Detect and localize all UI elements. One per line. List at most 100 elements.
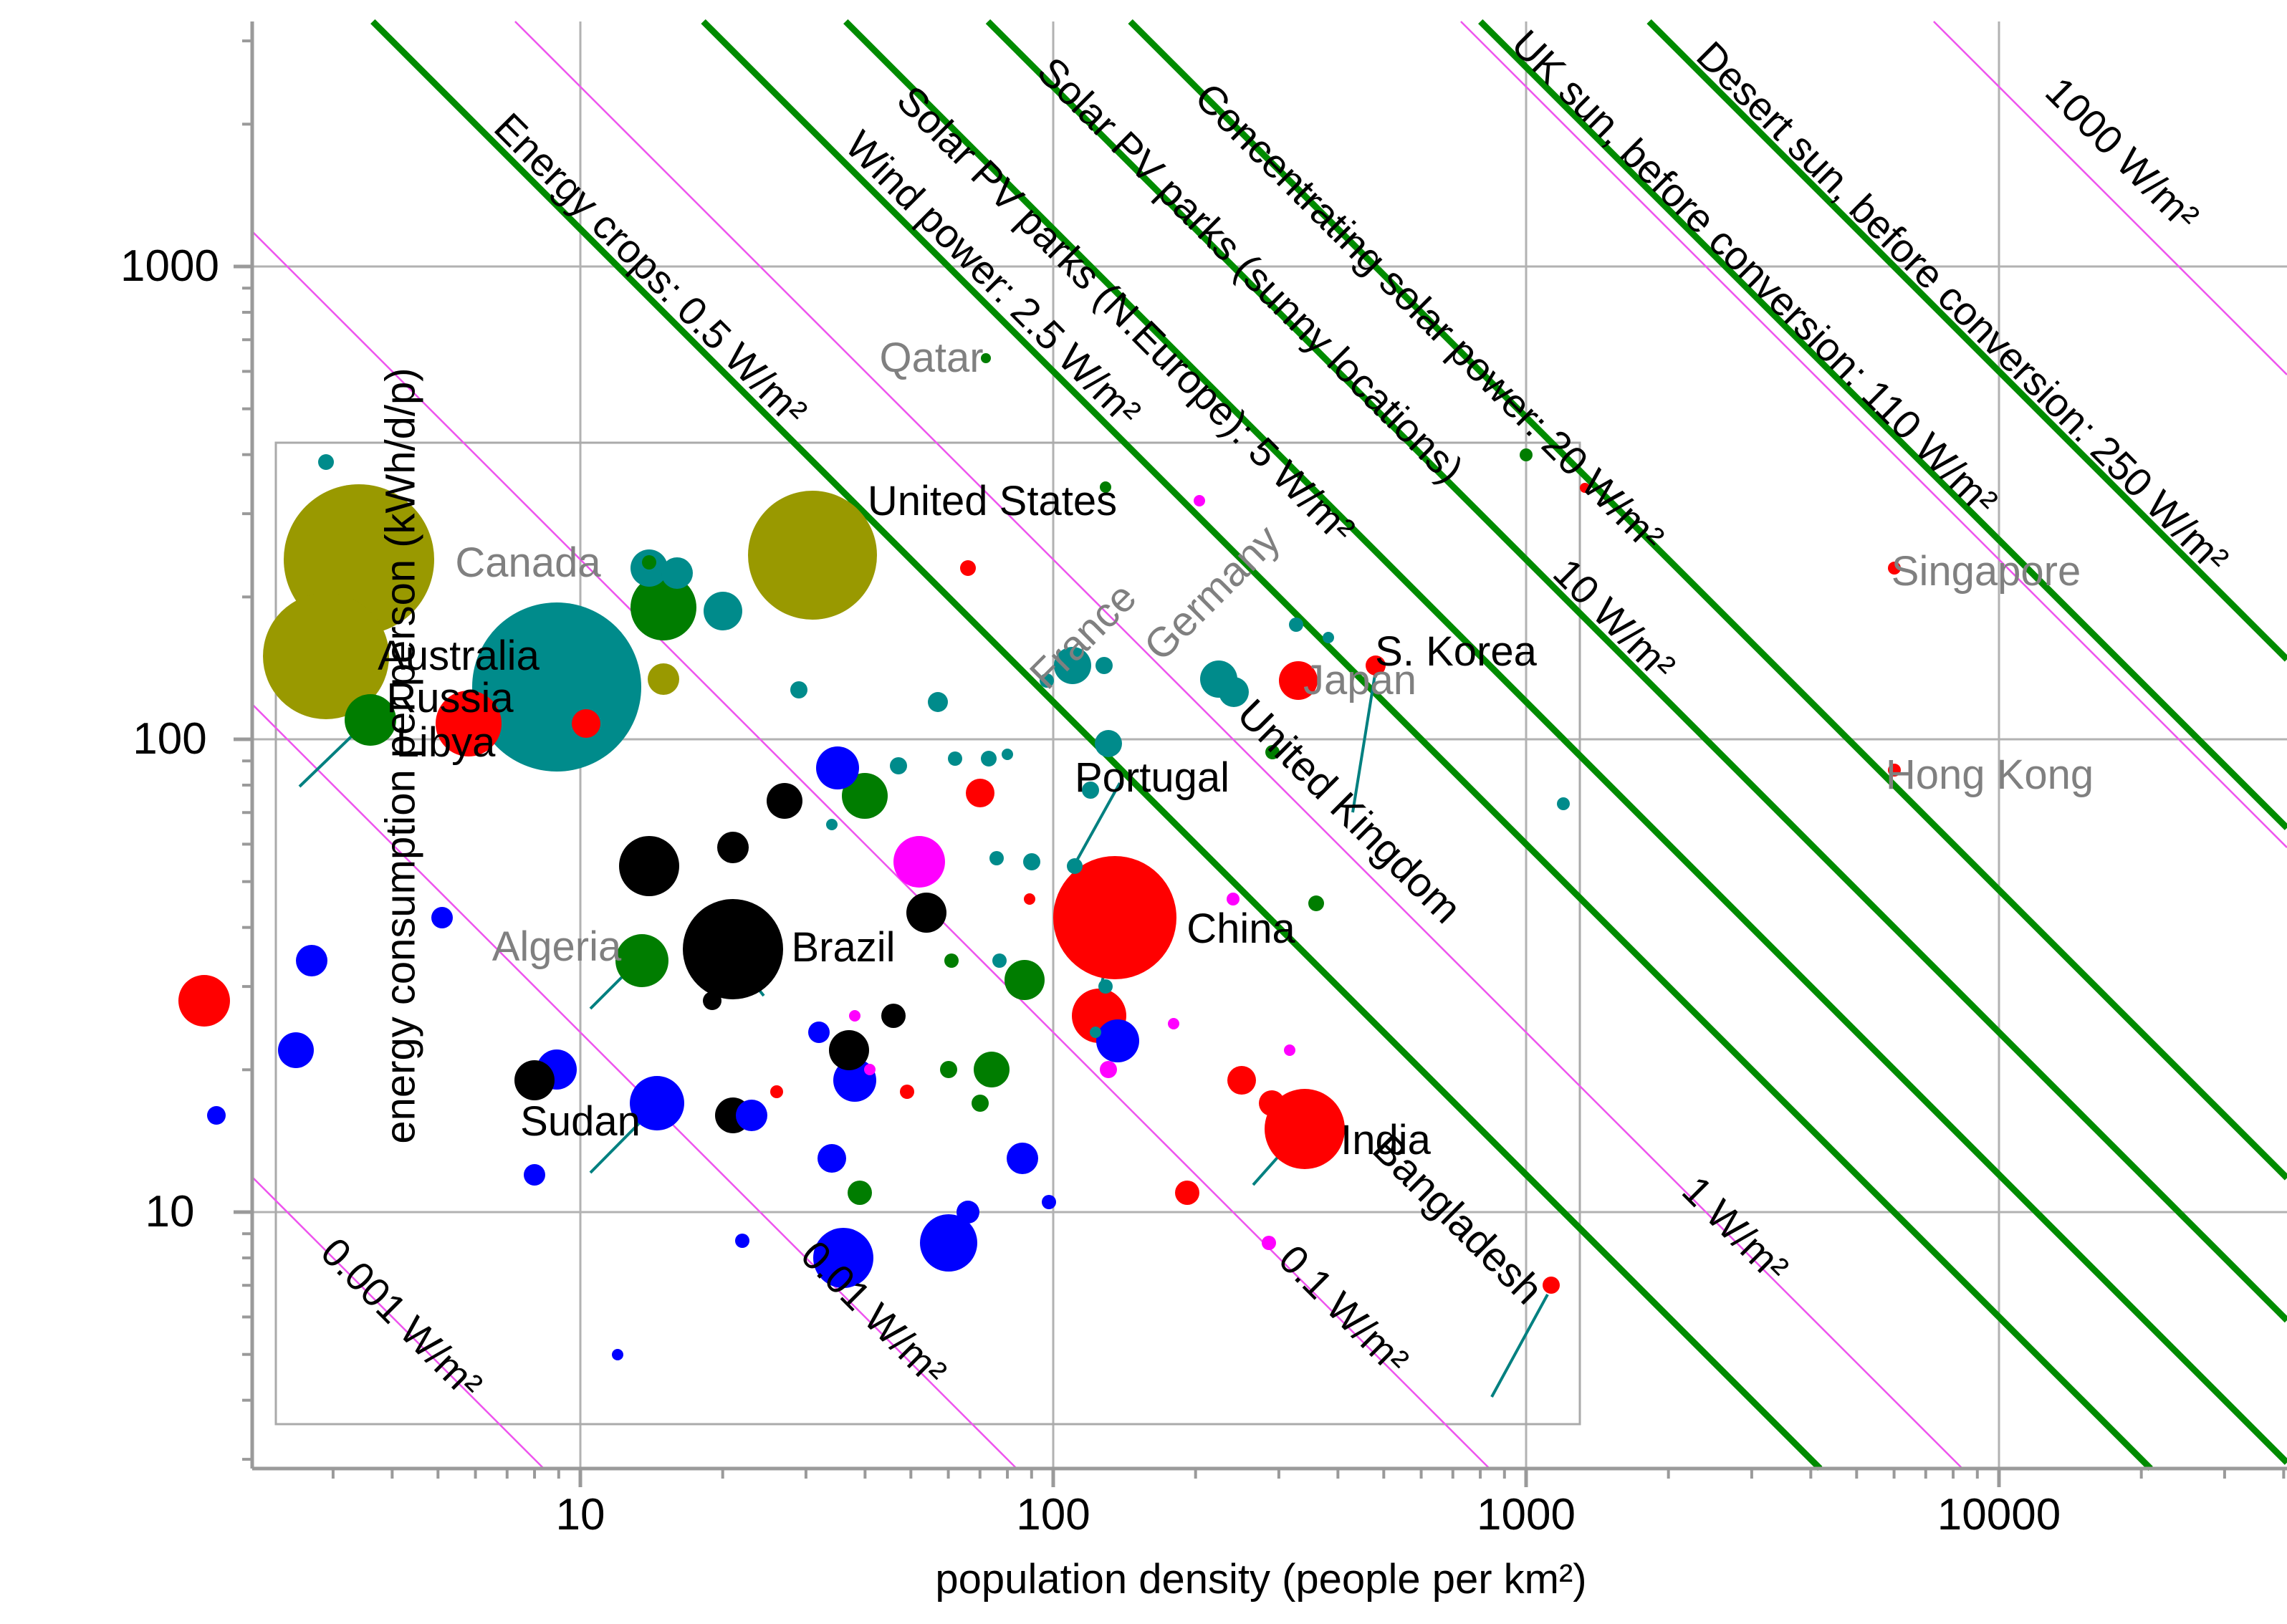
bubble-israel [1265,744,1280,759]
callout-line-9 [1075,782,1121,861]
callout-line-10 [1490,1294,1549,1398]
country-label-libya: Libya [395,719,496,766]
bubble-unlabeled [1194,494,1206,506]
bubble-unlabeled [1579,483,1590,494]
power-line-green-20 [1128,19,2287,1181]
bubble-unlabeled [1168,1018,1180,1030]
bubble-japan [1279,661,1318,701]
power-line-green-250 [1646,19,2287,662]
bubble-unlabeled [431,906,453,928]
bubble-unlabeled [947,751,962,767]
bubble-qatar [980,352,991,363]
bubble-unlabeled [816,746,860,789]
power-line-green-10 [985,19,2287,1323]
bubble-venezuela [766,783,802,820]
power-line-pink-0.001 [251,1176,545,1469]
country-label-hong-kong: Hong Kong [1885,751,2094,798]
bubble-vietnam [1227,1066,1256,1095]
bubble-unlabeled [702,991,721,1010]
country-label-portugal: Portugal [1074,754,1230,801]
bubble-morocco [973,1052,1010,1088]
bubble-unlabeled [889,756,907,774]
bubble-s-korea [1365,655,1386,676]
bubble-unlabeled [295,945,327,977]
bubble-pakistan [1174,1180,1199,1205]
x-tick-label-1000: 1000 [1477,1490,1576,1539]
bubble-brazil [682,898,783,999]
bubble-unlabeled [1040,673,1055,688]
bubble-bolivia [514,1060,555,1101]
bubble-unlabeled [318,453,335,470]
reference-box [274,441,1581,1426]
y-tick-label-100: 100 [133,714,207,764]
bubble-unlabeled [848,1180,873,1205]
country-label-qatar: Qatar [879,335,984,381]
x-tick-label-10000: 10000 [1937,1490,2061,1539]
bubble-united-kingdom [1219,676,1250,707]
bubble-unlabeled [1520,448,1533,461]
bubble-unlabeled [1557,797,1571,811]
y-axis-title: energy consumption per person (kWh/d/p) [377,367,424,1144]
bubble-libya [345,693,397,746]
bubble-unlabeled [1082,782,1100,799]
bubble-unlabeled [808,1022,830,1044]
power-line-pink-1000 [1933,21,2287,375]
country-label-s-korea: S. Korea [1375,628,1537,675]
bubble-united-states [748,491,878,620]
bubble-unlabeled [734,1233,749,1248]
bubble-mongolia [178,974,230,1027]
bubble-bangladesh [1543,1277,1560,1294]
x-tick-label-10: 10 [555,1490,605,1539]
power-line-pink-0.1 [251,231,1490,1469]
y-tick-label-1000: 1000 [120,241,219,291]
bubble-china [1053,855,1177,979]
country-label-sudan: Sudan [520,1098,641,1145]
bubble-unlabeled [927,691,948,712]
bubble-unlabeled [642,554,657,570]
bubble-unlabeled [207,1106,226,1125]
country-label-algeria: Algeria [492,923,622,970]
callout-line-5 [589,1114,648,1174]
bubble-unlabeled [1099,481,1111,494]
bubble-unlabeled [965,778,994,807]
bubble-mexico [906,892,947,933]
bubble-netherlands [1323,632,1335,644]
bubble-unlabeled [813,1227,874,1288]
bubble-unlabeled [939,1061,957,1079]
bubble-unlabeled [790,681,808,699]
bubble-unlabeled [1090,1027,1102,1039]
bubble-unlabeled [864,1064,876,1076]
bubble-unlabeled [1288,617,1303,632]
country-label-japan: Japan [1303,657,1417,703]
bubble-egypt [1005,959,1045,1000]
bubble-philippines [1259,1090,1285,1116]
bubble-turkey [1022,853,1040,871]
power-line-pink-1 [514,21,1963,1469]
country-label-australia: Australia [378,633,540,679]
bubble-unlabeled [980,751,997,767]
bubble-unlabeled [1042,1195,1057,1209]
power-line-green-2.5 [701,19,2153,1471]
bubble-poland [1095,729,1123,757]
bubble-unlabeled [992,953,1007,969]
bubble-unlabeled [703,591,742,630]
country-label-brazil: Brazil [791,924,896,971]
bubble-iran [893,836,945,888]
bubble-unlabeled [1308,895,1325,911]
country-label-india: India [1341,1117,1431,1163]
bubble-unlabeled [881,1004,906,1029]
bubble-unlabeled [612,1348,624,1360]
bubble-ethiopia [919,1214,977,1272]
country-label-singapore: Singapore [1891,548,2081,595]
bubble-colombia [829,1030,869,1070]
country-label-canada: Canada [455,539,601,586]
bubble-chile [716,832,749,864]
bubble-unlabeled [848,1010,860,1022]
x-tick-label-100: 100 [1016,1490,1090,1539]
bubble-unlabeled [1098,979,1113,994]
bubble-russia [471,602,641,772]
bubble-unlabeled [1262,1236,1277,1251]
bubble-unlabeled [769,1085,783,1098]
